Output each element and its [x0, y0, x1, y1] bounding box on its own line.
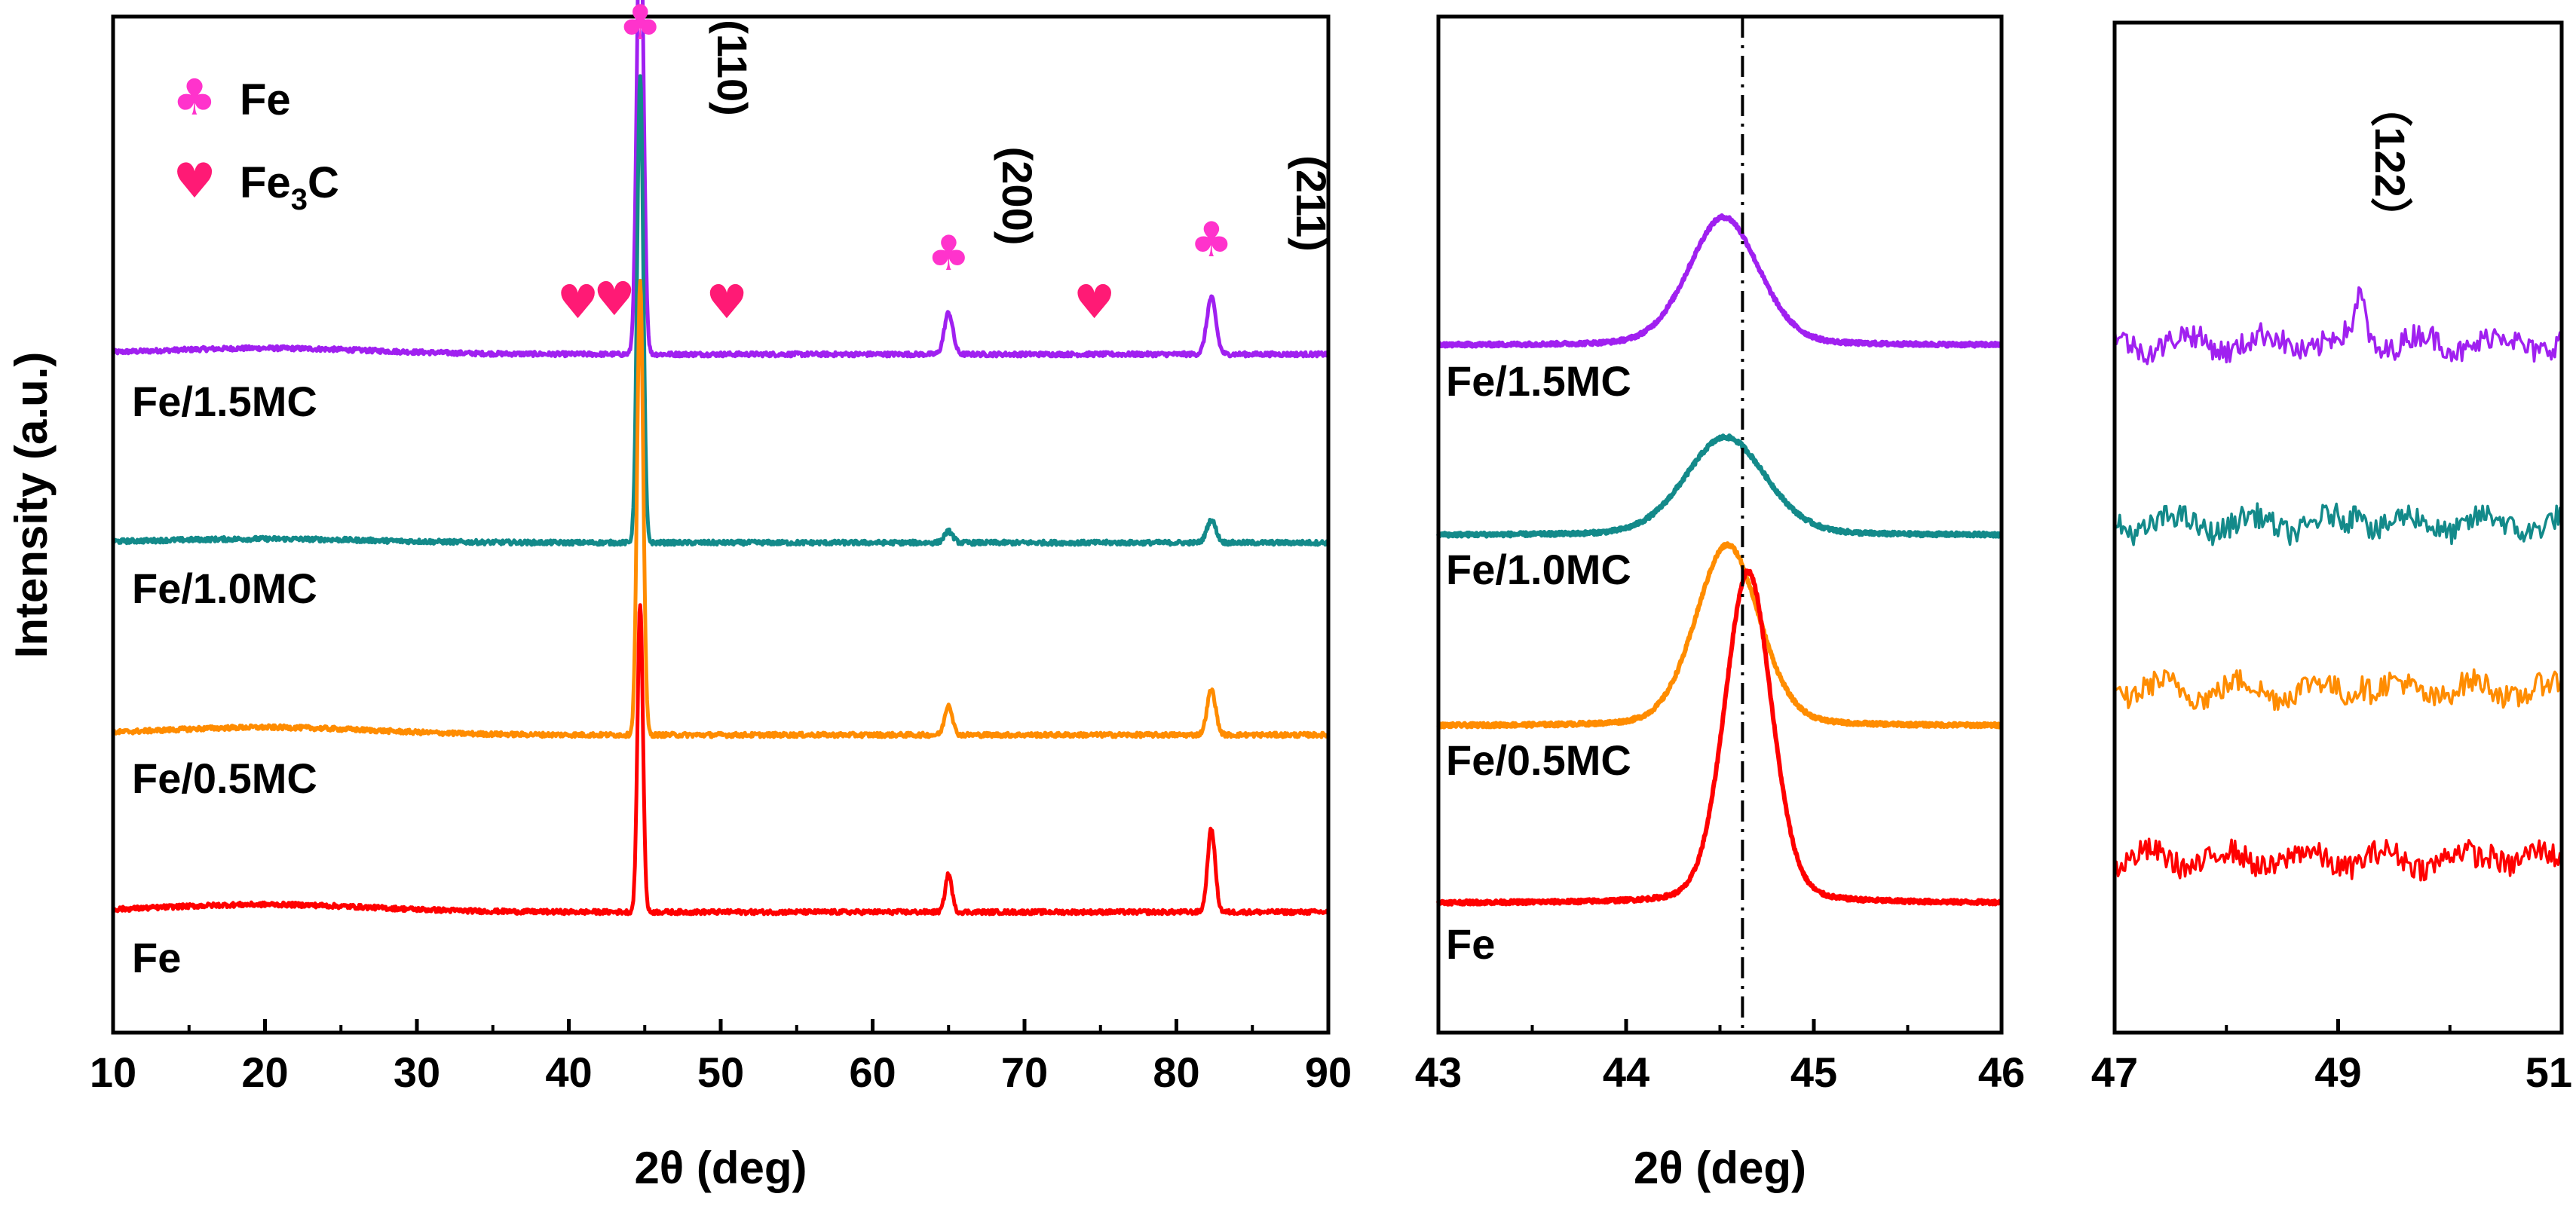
legend-fe-symbol: ♣ [172, 69, 216, 127]
series-line [112, 74, 1331, 547]
series-line [1436, 568, 2004, 907]
fe-marker: ♣ [1190, 213, 1233, 268]
x-tick-label: 20 [241, 1048, 288, 1096]
series-label: Fe/1.5MC [1446, 357, 1631, 405]
fe3c-marker: ♥ [593, 271, 636, 326]
fe-marker: ♣ [619, 0, 662, 51]
x-tick-label: 50 [697, 1048, 744, 1096]
legend-fe3c-label: Fe3C [240, 158, 339, 216]
x-tick-label: 49 [2314, 1048, 2361, 1096]
panel-zoom-122: 47 49 51 （122） [2091, 20, 2572, 1096]
series-line [2113, 668, 2563, 712]
series-line [2113, 837, 2563, 882]
legend-fe3c-tail: C [308, 158, 339, 207]
series-line [1436, 433, 2004, 539]
peak-label: (211) [1288, 155, 1335, 252]
x-axis-title: 2θ (deg) [1634, 1143, 1806, 1193]
peak-label: (110) [709, 20, 756, 116]
x-tick-label: 44 [1603, 1048, 1649, 1096]
series-line [111, 278, 1330, 739]
peak-label: （122） [2366, 84, 2414, 239]
x-tick-label: 80 [1153, 1048, 1199, 1096]
fe3c-marker: ♥ [706, 274, 748, 329]
x-tick-label: 10 [90, 1048, 136, 1096]
x-tick-label: 30 [394, 1048, 440, 1096]
series-line [1436, 541, 2004, 730]
panel-zoom-110: Fe/1.5MC Fe/1.0MC Fe/0.5MC Fe 43 44 45 46 2θ (de… [1415, 14, 2025, 1193]
x-tick-label: 70 [1001, 1048, 1048, 1096]
legend-fe3c-main: Fe [240, 158, 291, 207]
plot-frame [111, 14, 1331, 1035]
panel-full-range: Fe/1.5MC Fe/1.0MC Fe/0.5MC Fe 10 20 30 40 50 60 70… [90, 0, 1352, 1193]
series-label: Fe/1.0MC [132, 565, 317, 612]
x-tick-label: 40 [545, 1048, 592, 1096]
series-label: Fe/1.5MC [132, 378, 317, 425]
series-line [2113, 502, 2563, 546]
y-axis-title: Intensity (a.u.) [6, 352, 57, 659]
plot-frame [1436, 14, 2004, 1035]
legend-fe3c-sub: 3 [291, 183, 308, 216]
plot-frame [2112, 20, 2564, 1035]
x-tick-label: 60 [849, 1048, 896, 1096]
series-label: Fe/0.5MC [132, 754, 317, 802]
fe3c-marker: ♥ [557, 274, 599, 329]
series-label: Fe [1446, 920, 1495, 968]
series-label: Fe [132, 934, 181, 981]
peak-label: (200) [994, 147, 1041, 246]
series-label: Fe/0.5MC [1446, 736, 1631, 784]
series-line [111, 0, 1331, 359]
series-line [1436, 213, 2004, 349]
legend-fe3c-symbol: ♥ [173, 154, 216, 210]
x-tick-label: 90 [1305, 1048, 1352, 1096]
x-tick-label: 47 [2091, 1048, 2138, 1096]
fe3c-marker: ♥ [1074, 274, 1116, 329]
legend-fe-label: Fe [240, 75, 291, 124]
fe-marker: ♣ [927, 226, 970, 282]
x-tick-label: 51 [2525, 1048, 2572, 1096]
x-axis-title: 2θ (deg) [634, 1143, 807, 1193]
series-label: Fe/1.0MC [1446, 546, 1631, 593]
x-tick-label: 46 [1978, 1048, 2025, 1096]
series-line [2113, 286, 2563, 366]
series-line [112, 603, 1331, 917]
x-tick-label: 43 [1415, 1048, 1462, 1096]
x-tick-label: 45 [1790, 1048, 1837, 1096]
